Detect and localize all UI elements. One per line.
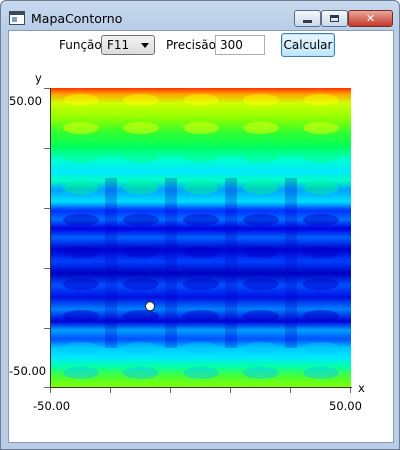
x-tick: [230, 388, 231, 393]
contour-blob: [123, 342, 159, 354]
contour-blob: [243, 367, 279, 379]
contour-blob: [63, 94, 99, 106]
contour-blob: [63, 214, 99, 226]
contour-blob: [183, 150, 219, 162]
minimize-icon: [303, 20, 312, 23]
contour-blob: [243, 310, 279, 322]
contour-blob: [63, 122, 99, 134]
contour-blob: [303, 94, 339, 106]
contour-blob: [183, 278, 219, 290]
contour-blob: [63, 278, 99, 290]
y-tick: [44, 208, 50, 209]
x-tick: [50, 388, 51, 393]
funcao-label: Função: [59, 38, 102, 52]
contour-blob: [123, 122, 159, 134]
precisao-label: Precisão: [166, 38, 216, 52]
maximize-button[interactable]: [321, 10, 348, 27]
funcao-selected-value: F11: [107, 38, 130, 52]
calcular-button[interactable]: Calcular: [281, 33, 335, 57]
x-axis-label: x: [358, 381, 365, 395]
contour-blob: [123, 214, 159, 226]
contour-blob: [243, 278, 279, 290]
contour-blob: [63, 246, 99, 258]
precisao-input[interactable]: 300: [215, 35, 265, 55]
contour-blob: [303, 122, 339, 134]
y-tick: [44, 328, 50, 329]
x-tick: [110, 388, 111, 393]
contour-blob: [243, 342, 279, 354]
x-max-tick-label: 50.00: [329, 399, 362, 413]
contour-blob: [183, 246, 219, 258]
x-tick: [170, 388, 171, 393]
contour-blob: [303, 214, 339, 226]
contour-stripe: [105, 178, 117, 348]
contour-blob: [303, 342, 339, 354]
window-app-icon: [9, 11, 25, 25]
y-tick: [44, 268, 50, 269]
selection-marker[interactable]: [145, 301, 155, 312]
contour-blob: [303, 367, 339, 379]
contour-blob: [243, 150, 279, 162]
x-axis-line: [50, 387, 352, 388]
contour-heatmap: [51, 88, 351, 387]
contour-blob: [243, 182, 279, 194]
y-tick: [44, 387, 50, 388]
contour-blob: [183, 214, 219, 226]
funcao-dropdown[interactable]: F11: [101, 35, 155, 55]
contour-blob: [183, 94, 219, 106]
contour-blob: [303, 278, 339, 290]
contour-blob: [243, 246, 279, 258]
contour-blob: [183, 122, 219, 134]
y-axis-label: y: [35, 71, 42, 85]
contour-blob: [183, 310, 219, 322]
y-max-tick-label: 50.00: [9, 94, 42, 108]
x-tick: [290, 388, 291, 393]
title-bar[interactable]: MapaContorno ✕: [1, 1, 399, 31]
close-icon: ✕: [365, 12, 376, 25]
contour-blob: [123, 246, 159, 258]
contour-blob: [63, 310, 99, 322]
contour-blob: [183, 182, 219, 194]
contour-plot[interactable]: [51, 88, 351, 387]
contour-blob: [303, 150, 339, 162]
contour-blob: [123, 94, 159, 106]
y-tick: [44, 148, 50, 149]
heatmap-blobs: [63, 94, 339, 379]
contour-blob: [303, 310, 339, 322]
chevron-down-icon: [141, 43, 149, 48]
client-area: Função F11 Precisão 300 Calcular y 50.00…: [8, 30, 394, 443]
window-title: MapaContorno: [31, 11, 123, 26]
contour-blob: [243, 94, 279, 106]
contour-blob: [183, 342, 219, 354]
contour-blob: [243, 122, 279, 134]
y-axis-line: [50, 88, 51, 388]
contour-blob: [63, 367, 99, 379]
contour-blob: [123, 367, 159, 379]
contour-blob: [183, 367, 219, 379]
contour-blob: [303, 246, 339, 258]
close-button[interactable]: ✕: [348, 10, 393, 27]
x-tick: [350, 388, 351, 393]
heatmap-base: [51, 88, 351, 387]
contour-blob: [63, 342, 99, 354]
contour-blob: [123, 310, 159, 322]
contour-blob: [123, 278, 159, 290]
contour-blob: [303, 182, 339, 194]
minimize-button[interactable]: [294, 10, 321, 27]
contour-blob: [63, 182, 99, 194]
contour-stripe: [285, 178, 297, 348]
contour-blob: [243, 214, 279, 226]
contour-blob: [63, 150, 99, 162]
contour-blob: [123, 150, 159, 162]
y-min-tick-label: -50.00: [9, 364, 47, 378]
y-tick: [44, 88, 50, 89]
contour-stripe: [225, 178, 237, 348]
maximize-icon: [330, 15, 339, 22]
contour-blob: [123, 182, 159, 194]
contour-stripe: [165, 178, 177, 348]
x-min-tick-label: -50.00: [33, 399, 71, 413]
